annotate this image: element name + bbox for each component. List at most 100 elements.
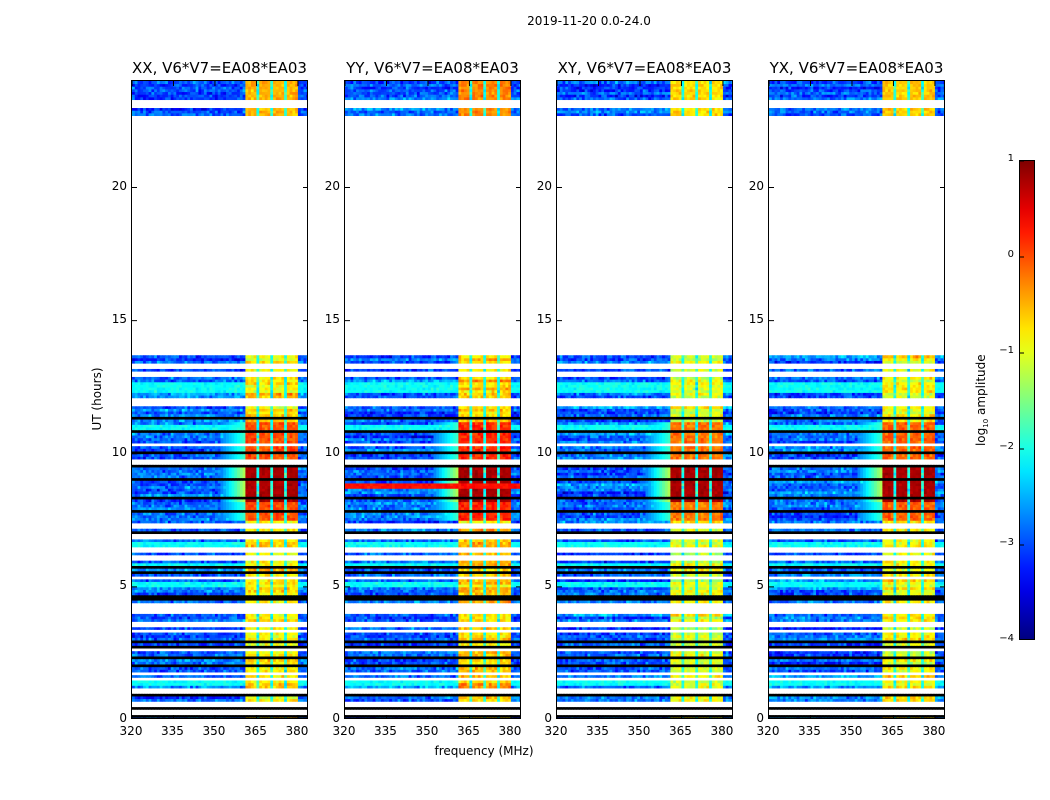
heatmap-cell	[162, 528, 166, 532]
heatmap-cell	[143, 613, 147, 617]
heatmap-cell	[297, 552, 302, 556]
heatmap-cell	[226, 605, 230, 609]
heatmap-cell	[140, 624, 144, 628]
heatmap-cell	[162, 714, 166, 718]
heatmap-cell	[195, 613, 199, 617]
heatmap-cell	[217, 634, 221, 638]
heatmap-cell	[300, 680, 304, 684]
heatmap-cell	[167, 584, 172, 588]
heatmap-cell	[173, 712, 177, 716]
heatmap-cell	[239, 696, 244, 700]
heatmap-cell	[228, 517, 232, 521]
heatmap-cell	[143, 514, 147, 519]
heatmap-cell	[228, 613, 232, 617]
heatmap-cell	[143, 672, 147, 676]
heatmap-cell	[148, 552, 152, 556]
heatmap-cell	[250, 680, 255, 684]
heatmap-cell	[137, 709, 141, 713]
heatmap-cell	[162, 608, 166, 612]
heatmap-cell	[256, 602, 260, 606]
heatmap-cell	[223, 648, 227, 652]
heatmap-cell	[184, 589, 188, 593]
heatmap-cell	[231, 578, 235, 582]
heatmap-cell	[198, 576, 202, 580]
heatmap-cell	[159, 536, 163, 540]
heatmap-cell	[220, 616, 224, 620]
heatmap-cell	[132, 514, 136, 519]
heatmap-cell	[239, 685, 244, 689]
heatmap-cell	[253, 714, 257, 718]
heatmap-cell	[217, 541, 221, 545]
heatmap-cell	[228, 605, 232, 609]
heatmap-cell	[242, 570, 246, 574]
heatmap-cell	[270, 674, 274, 678]
heatmap-cell	[295, 533, 299, 537]
heatmap-cell	[201, 677, 205, 681]
heatmap-cell	[140, 544, 144, 548]
heatmap-cell	[234, 704, 238, 708]
heatmap-cell	[148, 613, 152, 617]
heatmap-cell	[198, 528, 202, 532]
heatmap-cell	[242, 712, 246, 716]
heatmap-cell	[173, 680, 177, 684]
heatmap-cell	[303, 677, 307, 681]
heatmap-cell	[159, 570, 163, 574]
heatmap-cell	[228, 552, 232, 556]
heatmap-cell	[237, 565, 241, 569]
heatmap-cell	[228, 661, 232, 665]
heatmap-cell	[217, 586, 221, 590]
heatmap-cell	[143, 597, 147, 601]
heatmap-cell	[245, 648, 249, 652]
heatmap-cell	[259, 693, 263, 697]
heatmap-cell	[237, 576, 241, 580]
heatmap-cell	[237, 581, 241, 585]
heatmap-cell	[195, 645, 199, 649]
heatmap-cell	[303, 544, 307, 548]
heatmap-cell	[284, 520, 288, 524]
heatmap-cell	[190, 525, 194, 529]
heatmap-cell	[209, 514, 213, 519]
heatmap-cell	[214, 546, 219, 550]
heatmap-cell	[292, 688, 296, 692]
heatmap-cell	[190, 674, 194, 678]
heatmap-cell	[267, 618, 271, 622]
heatmap-cell	[159, 674, 163, 678]
heatmap-cell	[132, 693, 136, 697]
heatmap-cell	[237, 589, 241, 593]
heatmap-cell	[143, 536, 147, 540]
heatmap-cell	[275, 712, 279, 716]
heatmap-cell	[261, 688, 266, 692]
heatmap-cell	[132, 690, 136, 694]
heatmap-cell	[151, 520, 155, 524]
heatmap-cell	[137, 592, 141, 596]
heatmap-cell	[264, 600, 268, 604]
heatmap-cell	[297, 666, 302, 670]
heatmap-cell	[261, 594, 266, 598]
heatmap-cell	[206, 538, 210, 543]
heatmap-cell	[220, 682, 224, 686]
heatmap-cell	[303, 701, 307, 705]
heatmap-cell	[270, 618, 274, 622]
heatmap-cell	[226, 514, 230, 519]
colorbar-tick-label: −4	[994, 633, 1014, 644]
heatmap-cell	[187, 696, 191, 700]
heatmap-cell	[198, 512, 202, 516]
heatmap-cell	[187, 568, 191, 572]
heatmap-cell	[217, 682, 221, 686]
heatmap-cell	[261, 706, 266, 710]
heatmap-cell	[198, 696, 202, 700]
heatmap-cell	[284, 605, 288, 609]
heatmap-cell	[140, 600, 144, 604]
heatmap-cell	[162, 568, 166, 572]
heatmap-cell	[259, 709, 263, 713]
heatmap-cell	[292, 581, 296, 585]
heatmap-cell	[201, 653, 205, 657]
heatmap-cell	[295, 645, 299, 649]
heatmap-cell	[195, 682, 199, 686]
heatmap-cell	[237, 514, 241, 519]
heatmap-cell	[261, 693, 266, 697]
heatmap-cell	[176, 661, 180, 665]
heatmap-cell	[159, 608, 163, 612]
heatmap-cell	[170, 600, 174, 604]
heatmap-cell	[295, 656, 299, 660]
